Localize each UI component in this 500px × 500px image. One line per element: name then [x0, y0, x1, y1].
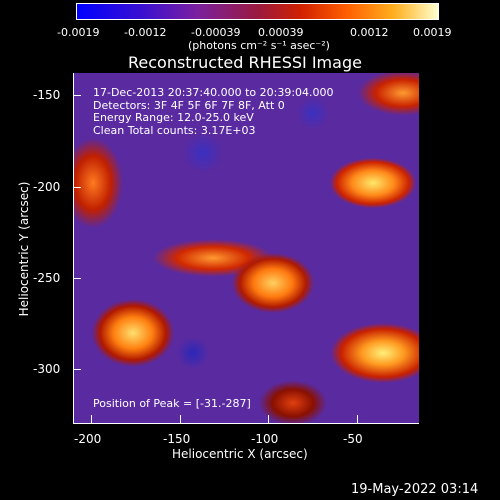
x-tick-label: -100 — [251, 432, 279, 446]
info-block: 17-Dec-2013 20:37:40.000 to 20:39:04.000… — [93, 86, 334, 138]
plot-title: Reconstructed RHESSI Image — [128, 53, 362, 72]
x-axis-label: Heliocentric X (arcsec) — [172, 447, 308, 461]
y-tick — [73, 278, 81, 279]
y-tick-label: -250 — [33, 271, 61, 285]
x-tick-label: -200 — [74, 432, 102, 446]
peak-position: Position of Peak = [-31.-287] — [93, 397, 251, 410]
colorbar-tick: 0.0012 — [350, 26, 389, 39]
x-tick — [91, 415, 92, 423]
colorbar-tick: 0.00039 — [258, 26, 304, 39]
y-tick — [73, 369, 81, 370]
y-axis-line — [73, 73, 74, 424]
y-tick — [73, 95, 81, 96]
y-axis-label: Heliocentric Y (arcsec) — [17, 181, 31, 317]
timestamp: 19-May-2022 03:14 — [351, 482, 479, 497]
reconstructed-image — [73, 73, 419, 423]
y-tick — [73, 187, 81, 188]
colorbar-tick: -0.00039 — [191, 26, 241, 39]
y-tick-label: -200 — [33, 180, 61, 194]
x-tick — [268, 415, 269, 423]
colorbar-unit-label: (photons cm⁻² s⁻¹ asec⁻²) — [188, 39, 330, 52]
colorbar-tick: -0.0019 — [57, 26, 100, 39]
info-method: Clean Total counts: 3.17E+03 — [93, 123, 256, 137]
x-tick — [357, 415, 358, 423]
colorbar-tick: -0.0012 — [124, 26, 167, 39]
y-tick-label: -300 — [33, 362, 61, 376]
colorbar — [76, 3, 439, 20]
info-energy: Energy Range: 12.0-25.0 keV — [93, 111, 254, 125]
colorbar-tick: 0.0019 — [413, 26, 452, 39]
y-tick-label: -150 — [33, 88, 61, 102]
info-time: 17-Dec-2013 20:37:40.000 to 20:39:04.000 — [93, 86, 334, 99]
x-tick — [180, 415, 181, 423]
info-detectors: Detectors: 3F 4F 5F 6F 7F 8F, Att 0 — [93, 98, 285, 112]
x-tick-label: -150 — [163, 432, 191, 446]
x-axis-line — [73, 423, 419, 424]
x-tick-label: -50 — [343, 432, 363, 446]
